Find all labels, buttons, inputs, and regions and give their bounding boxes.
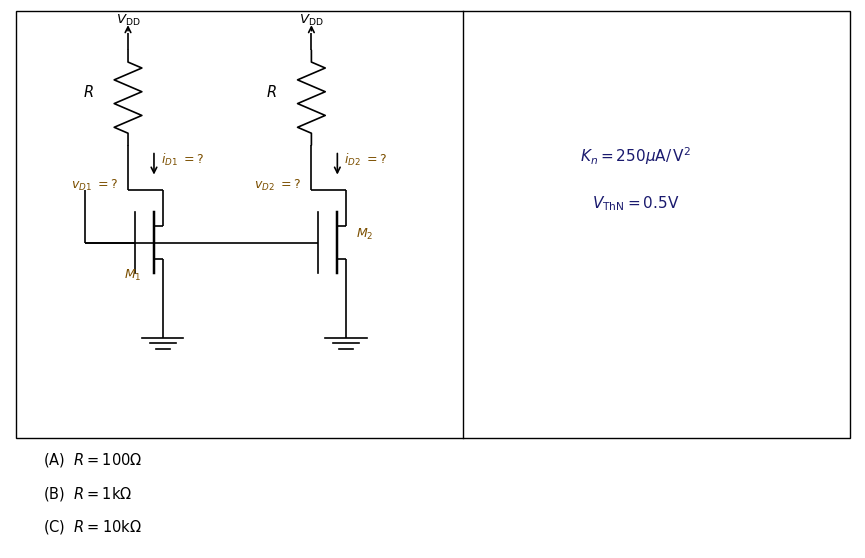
Text: $v_{D2}$ $=?$: $v_{D2}$ $=?$ (254, 177, 301, 193)
Text: $M_1$: $M_1$ (124, 268, 141, 283)
Text: (C)  $R = 10{\rm k}\Omega$: (C) $R = 10{\rm k}\Omega$ (43, 518, 142, 536)
Text: $V_{\rm DD}$: $V_{\rm DD}$ (116, 13, 140, 28)
Text: $M_2$: $M_2$ (356, 227, 374, 242)
Text: $R$: $R$ (83, 84, 93, 100)
Text: $i_{D2}$ $=?$: $i_{D2}$ $=?$ (344, 152, 388, 168)
Bar (16, 11, 850, 438)
Text: (B)  $R = 1{\rm k}\Omega$: (B) $R = 1{\rm k}\Omega$ (43, 485, 132, 503)
Text: (A)  $R = 100\Omega$: (A) $R = 100\Omega$ (43, 451, 143, 469)
Text: $V_{\rm ThN} = 0.5{\rm V}$: $V_{\rm ThN} = 0.5{\rm V}$ (592, 194, 680, 213)
Text: $R$: $R$ (266, 84, 277, 100)
Text: $i_{D1}$ $=?$: $i_{D1}$ $=?$ (161, 152, 204, 168)
Text: $v_{D1}$ $=?$: $v_{D1}$ $=?$ (71, 177, 118, 193)
Text: $V_{\rm DD}$: $V_{\rm DD}$ (299, 13, 324, 28)
Text: $K_n = 250\mu{\rm A}/\,{\rm V}^2$: $K_n = 250\mu{\rm A}/\,{\rm V}^2$ (580, 146, 691, 167)
